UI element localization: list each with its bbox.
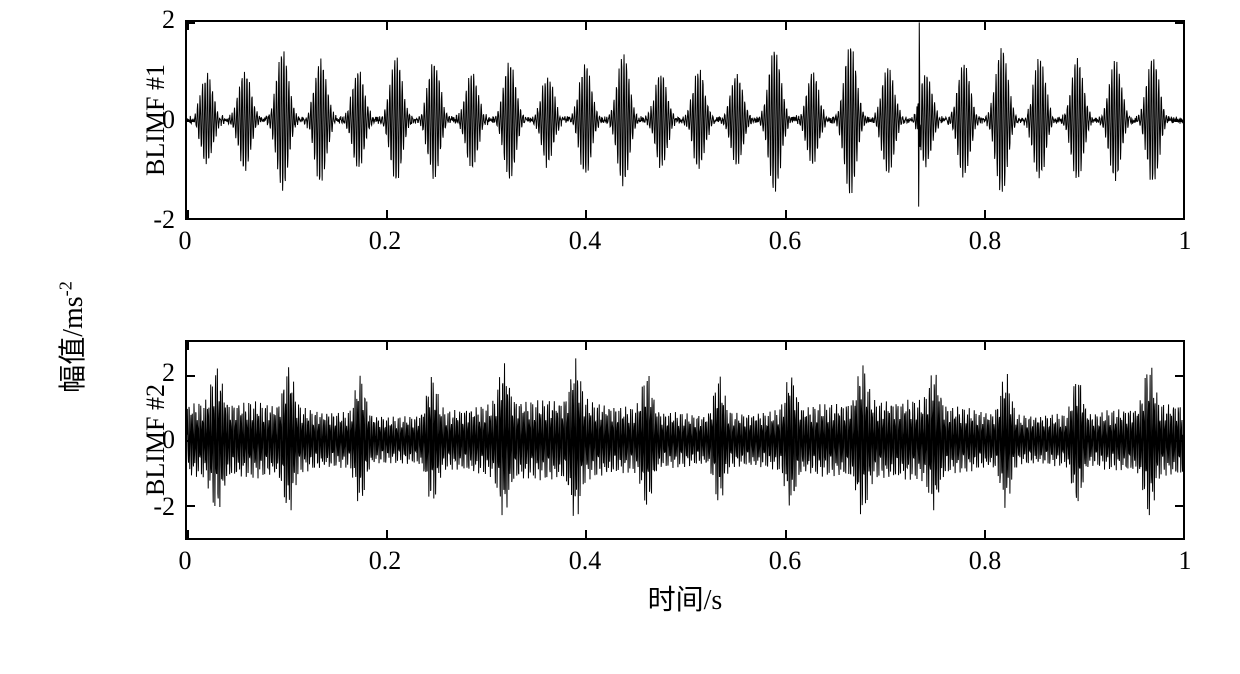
global-y-axis-label: 幅值/ms-2 [51,281,91,393]
y-tick-label: 0 [162,105,185,135]
panel-1-axes [185,20,1185,220]
y-tick-label: 0 [162,425,185,455]
x-tick-label: 0.2 [369,220,402,256]
panel-2-axes [185,340,1185,540]
x-axis-label: 时间/s [648,540,723,618]
x-tick-label: 1 [1179,540,1192,576]
x-tick-label: 0.6 [769,220,802,256]
x-tick-label: 0.4 [569,540,602,576]
x-tick-label: 0 [179,220,192,256]
x-tick-label: 1 [1179,220,1192,256]
figure-root: 幅值/ms-2 BLIMF #1 -20200.20.40.60.81 BLIM… [0,0,1240,674]
x-tick-label: 0 [179,540,192,576]
x-tick-label: 0.2 [369,540,402,576]
x-tick-label: 0.8 [969,540,1002,576]
panel-blimf-1: BLIMF #1 -20200.20.40.60.81 [185,20,1185,220]
x-tick-label: 0.4 [569,220,602,256]
panel-blimf-2: BLIMF #2 时间/s -20200.20.40.60.81 [185,340,1185,540]
panel-2-signal [187,342,1183,538]
x-tick-label: 0.8 [969,220,1002,256]
y-tick-label: -2 [153,492,185,522]
panel-1-signal [187,22,1183,218]
y-tick-label: 2 [162,358,185,388]
x-tick-label: 0.6 [769,540,802,576]
y-tick-label: 2 [162,5,185,35]
